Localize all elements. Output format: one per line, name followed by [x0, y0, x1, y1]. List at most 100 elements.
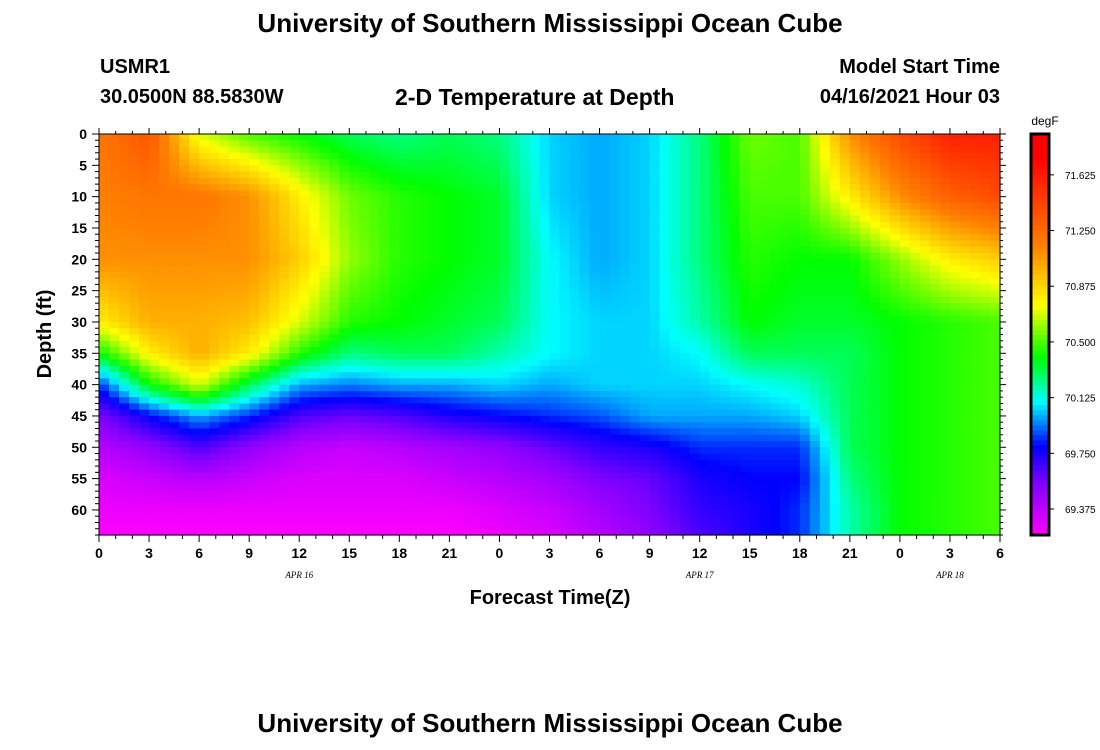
heatmap-cell — [419, 453, 430, 461]
heatmap-cell — [859, 165, 871, 173]
heatmap-cell — [299, 202, 310, 210]
heatmap-cell — [919, 390, 931, 398]
heatmap-cell — [509, 397, 521, 405]
heatmap-cell — [909, 303, 921, 311]
heatmap-cell — [239, 372, 250, 379]
heatmap-cell — [559, 177, 571, 185]
heatmap-cell — [749, 227, 761, 235]
heatmap-cell — [329, 309, 340, 317]
heatmap-cell — [769, 428, 781, 436]
heatmap-cell — [439, 253, 450, 260]
heatmap-cell — [589, 466, 601, 473]
heatmap-cell — [219, 221, 230, 229]
heatmap-cell — [539, 321, 551, 329]
heatmap-cell — [569, 459, 581, 467]
heatmap-cell — [709, 328, 721, 336]
heatmap-cell — [319, 253, 330, 260]
heatmap-cell — [249, 140, 260, 148]
heatmap-cell — [409, 259, 420, 267]
heatmap-cell — [149, 253, 160, 260]
heatmap-cell — [439, 453, 450, 461]
heatmap-cell — [669, 309, 681, 317]
heatmap-cell — [459, 309, 471, 317]
heatmap-cell — [609, 265, 621, 273]
heatmap-cell — [499, 340, 511, 348]
heatmap-cell — [409, 134, 420, 141]
heatmap-cell — [259, 215, 270, 223]
heatmap-cell — [479, 315, 491, 323]
heatmap-cell — [919, 296, 931, 304]
heatmap-cell — [479, 290, 491, 298]
heatmap-cell — [589, 221, 601, 229]
heatmap-cell — [689, 390, 701, 398]
heatmap-cell — [679, 428, 691, 436]
heatmap-cell — [539, 152, 551, 160]
heatmap-cell — [279, 434, 290, 442]
heatmap-cell — [539, 347, 551, 354]
heatmap-cell — [889, 390, 901, 398]
heatmap-cell — [539, 159, 551, 166]
heatmap-cell — [509, 340, 521, 348]
heatmap-cell — [489, 472, 501, 480]
heatmap-cell — [499, 378, 511, 386]
heatmap-cell — [589, 159, 601, 166]
heatmap-cell — [389, 353, 400, 361]
heatmap-cell — [379, 384, 390, 392]
heatmap-cell — [99, 303, 110, 311]
heatmap-cell — [389, 234, 400, 242]
heatmap-cell — [479, 403, 491, 411]
heatmap-cell — [309, 259, 320, 267]
model-start-time: 04/16/2021 Hour 03 — [819, 86, 1000, 108]
heatmap-cell — [349, 259, 360, 267]
heatmap-cell — [469, 472, 481, 480]
heatmap-cell — [319, 409, 330, 417]
heatmap-cell — [819, 215, 831, 223]
heatmap-cell — [169, 259, 180, 267]
heatmap-cell — [369, 359, 380, 367]
heatmap-cell — [749, 152, 761, 160]
heatmap-cell — [919, 365, 931, 373]
heatmap-cell — [289, 134, 300, 141]
heatmap-cell — [479, 202, 491, 210]
heatmap-cell — [909, 328, 921, 336]
heatmap-cell — [269, 353, 280, 361]
heatmap-cell — [179, 353, 190, 361]
heatmap-cell — [489, 334, 501, 342]
heatmap-cell — [179, 334, 190, 342]
heatmap-cell — [439, 278, 450, 285]
heatmap-cell — [379, 409, 390, 417]
heatmap-cell — [769, 353, 781, 361]
heatmap-cell — [519, 353, 531, 361]
heatmap-cell — [749, 447, 761, 455]
heatmap-cell — [799, 296, 811, 304]
heatmap-cell — [599, 365, 611, 373]
heatmap-cell — [339, 221, 350, 229]
heatmap-cell — [259, 227, 270, 235]
heatmap-cell — [679, 441, 691, 448]
heatmap-cell — [449, 428, 460, 436]
heatmap-cell — [869, 328, 881, 336]
heatmap-cell — [209, 403, 220, 411]
heatmap-cell — [199, 296, 210, 304]
heatmap-cell — [889, 321, 901, 329]
heatmap-cell — [739, 347, 751, 354]
heatmap-cell — [429, 215, 440, 223]
heatmap-cell — [729, 340, 741, 348]
heatmap-cell — [899, 441, 911, 448]
heatmap-cell — [569, 278, 581, 285]
heatmap-cell — [419, 290, 430, 298]
heatmap-cell — [159, 221, 170, 229]
heatmap-cell — [189, 328, 200, 336]
heatmap-cell — [869, 409, 881, 417]
heatmap-cell — [949, 184, 961, 191]
heatmap-cell — [469, 334, 481, 342]
heatmap-cell — [109, 165, 120, 173]
heatmap-cell — [349, 177, 360, 185]
heatmap-cell — [389, 466, 400, 473]
heatmap-cell — [679, 328, 691, 336]
heatmap-cell — [969, 328, 981, 336]
heatmap-cell — [469, 227, 481, 235]
heatmap-cell — [189, 384, 200, 392]
heatmap-cell — [899, 146, 911, 154]
heatmap-cell — [139, 478, 150, 486]
